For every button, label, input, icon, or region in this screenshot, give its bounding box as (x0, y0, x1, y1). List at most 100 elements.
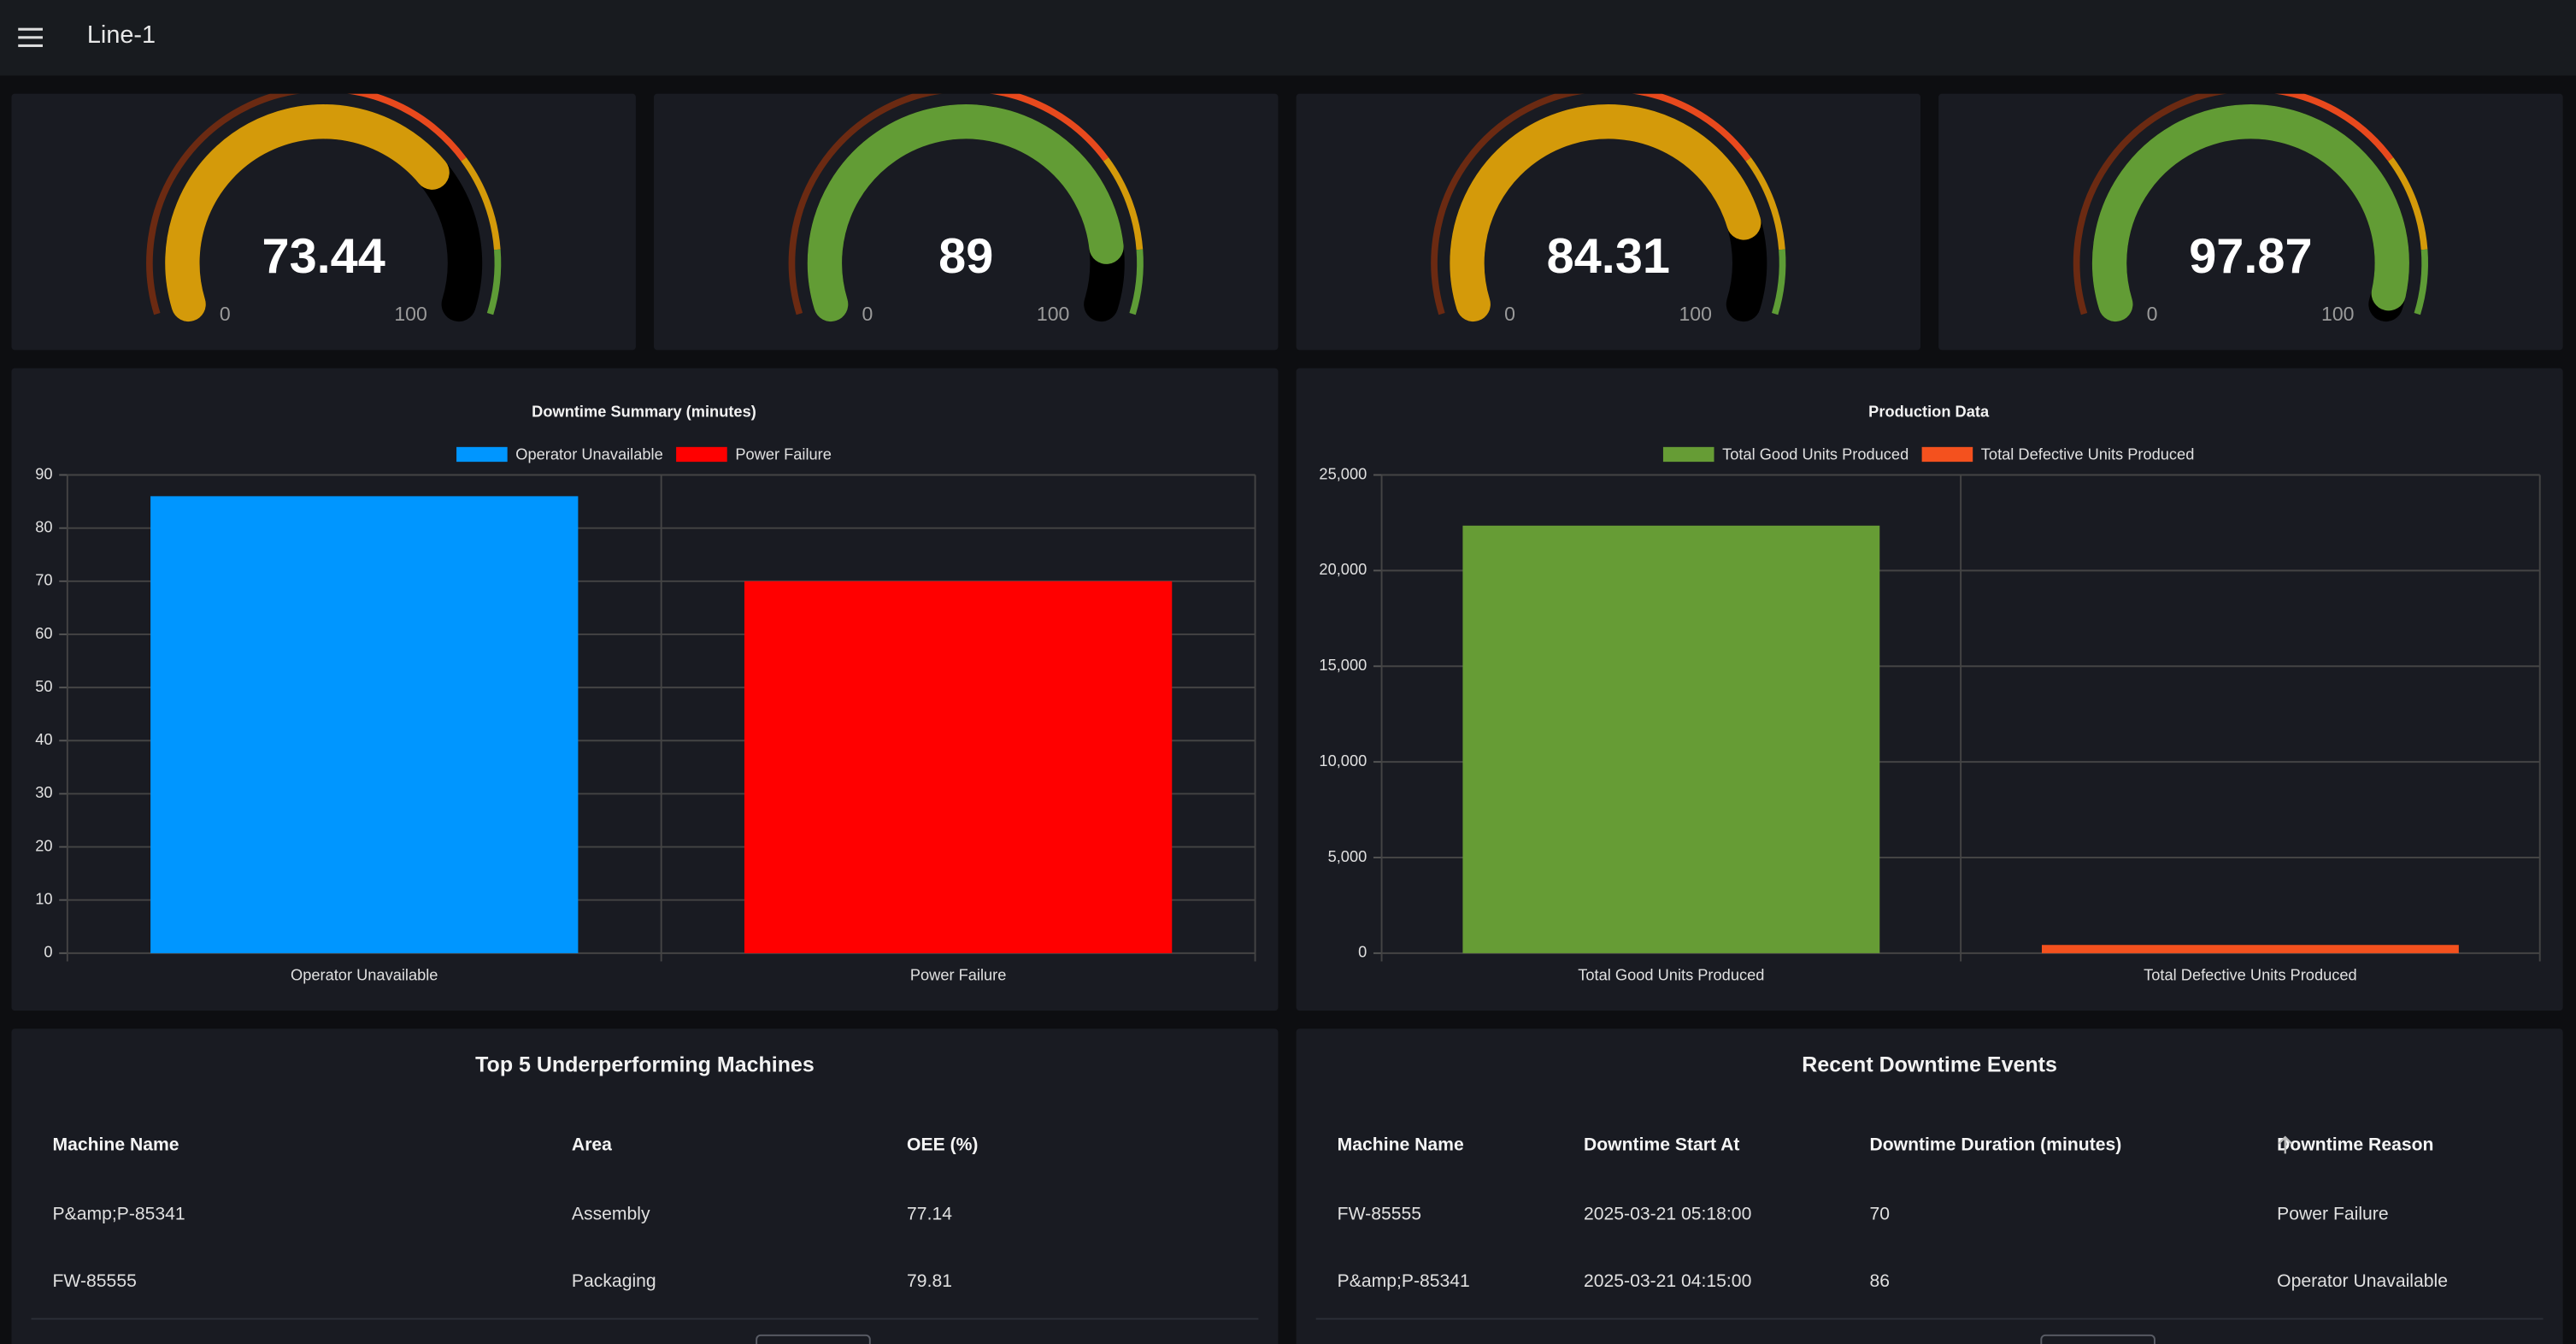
y-tick-label: 10 (35, 890, 52, 908)
table-cell: Packaging (571, 1271, 656, 1292)
threshold-band (788, 93, 944, 315)
bar (2041, 945, 2459, 953)
gauge-panel: Performance 89 0 100 (654, 93, 1279, 351)
y-tick-label: 90 (35, 464, 52, 482)
y-tick-label: 0 (1358, 943, 1367, 961)
table-cell: 77.14 (907, 1204, 952, 1225)
y-tick-label: 10,000 (1319, 752, 1367, 769)
chart-panel: Production Data Total Good Units Produced… (1296, 368, 2563, 1011)
threshold-band (461, 157, 501, 251)
menu-button[interactable] (18, 27, 44, 50)
column-header: OEE (%) (907, 1135, 979, 1156)
gauge-max-label: 100 (1679, 303, 1711, 325)
gauge-min-label: 0 (2147, 303, 2158, 325)
legend: Operator Unavailable Power Failure (456, 445, 832, 463)
table-cell: 70 (1869, 1204, 1890, 1225)
page-title: Line-1 (86, 21, 156, 50)
gauge-value-arc (165, 104, 450, 322)
gauge-min-label: 0 (220, 303, 231, 325)
y-tick-label: 60 (35, 624, 52, 642)
table-cell: Assembly (571, 1204, 650, 1225)
threshold-band (2388, 157, 2428, 251)
gauge-max-label: 100 (394, 303, 426, 325)
legend-swatch (1662, 446, 1714, 463)
y-tick-label: 40 (35, 730, 52, 748)
row-separator (1315, 1317, 2544, 1320)
threshold-band (486, 249, 502, 315)
legend-label: Power Failure (735, 445, 832, 463)
threshold-band (146, 93, 301, 315)
pagination-button[interactable] (756, 1334, 871, 1344)
column-header[interactable]: Downtime Reason (2277, 1135, 2434, 1156)
gauge-value: 89 (938, 229, 993, 284)
row-separator (31, 1317, 1259, 1320)
legend: Total Good Units Produced Total Defective… (1662, 445, 2195, 463)
chart-title: Production Data (1868, 402, 1990, 420)
table-title: Top 5 Underperforming Machines (475, 1052, 815, 1077)
y-tick-label: 20 (35, 836, 52, 854)
x-tick-label: Total Good Units Produced (1578, 966, 1764, 984)
gauge-value: 84.31 (1547, 229, 1670, 284)
threshold-band (1103, 157, 1144, 251)
column-header: Machine Name (52, 1135, 179, 1156)
column-header[interactable]: Downtime Start At (1583, 1135, 1740, 1156)
threshold-band (1129, 249, 1144, 315)
column-header[interactable]: Downtime Duration (minutes) (1869, 1135, 2122, 1156)
chart-panel: Downtime Summary (minutes) Operator Unava… (11, 368, 1279, 1011)
legend-label: Operator Unavailable (515, 445, 662, 463)
table-cell: P&amp;P-85341 (1337, 1271, 1470, 1292)
x-tick-label: Operator Unavailable (291, 966, 438, 984)
legend-swatch (1921, 446, 1973, 463)
gauge-min-label: 0 (1504, 303, 1515, 325)
legend-label: Total Good Units Produced (1722, 445, 1908, 463)
gauge-value: 73.44 (262, 229, 385, 284)
threshold-band (1771, 249, 1786, 315)
gauge-panel: OEE 73.44 0 100 (11, 93, 636, 351)
table-title: Recent Downtime Events (1802, 1052, 2057, 1077)
gauge-value-arc (807, 104, 1124, 322)
column-header[interactable]: Machine Name (1337, 1135, 1464, 1156)
sort-arrow (2278, 1135, 2293, 1154)
y-tick-label: 80 (35, 517, 52, 535)
chart-title: Downtime Summary (minutes) (532, 402, 756, 420)
threshold-band (989, 93, 1109, 162)
threshold-band (346, 93, 467, 162)
gauge-min-label: 0 (862, 303, 873, 325)
y-tick-label: 25,000 (1319, 464, 1367, 482)
legend-label: Total Defective Units Produced (1981, 445, 2195, 463)
y-tick-label: 70 (35, 571, 52, 589)
threshold-band (2073, 93, 2228, 315)
table-cell: 79.81 (907, 1271, 952, 1292)
gauge-value-arc (2091, 104, 2409, 322)
bar-chart: Downtime Summary (minutes) Operator Unava… (35, 402, 1256, 984)
bar (150, 496, 579, 953)
table-cell: 2025-03-21 05:18:00 (1583, 1204, 1752, 1225)
top-bar: Line-1 (0, 0, 2576, 76)
table-cell: P&amp;P-85341 (52, 1204, 185, 1225)
table-cell: 2025-03-21 04:15:00 (1583, 1271, 1752, 1292)
table-panel: Top 5 Underperforming Machines Machine Na… (11, 1029, 1279, 1344)
threshold-band (1431, 93, 1585, 315)
bar (744, 581, 1173, 953)
y-tick-label: 5,000 (1328, 847, 1367, 865)
pagination-button[interactable] (2040, 1334, 2155, 1344)
threshold-band (1631, 93, 1751, 162)
y-tick-label: 50 (35, 677, 52, 695)
legend-swatch (456, 446, 508, 463)
table-cell: 86 (1869, 1271, 1890, 1292)
table-cell: FW-85555 (1337, 1204, 1421, 1225)
y-tick-label: 15,000 (1319, 656, 1367, 674)
threshold-band (1745, 157, 1785, 251)
y-tick-label: 30 (35, 783, 52, 801)
table-cell: Power Failure (2277, 1204, 2389, 1225)
gauge-max-label: 100 (1037, 303, 1069, 325)
y-tick-label: 20,000 (1319, 560, 1367, 578)
threshold-band (2273, 93, 2394, 162)
gauge-value: 97.87 (2189, 229, 2312, 284)
x-tick-label: Total Defective Units Produced (2144, 966, 2357, 984)
sort-icon (2278, 1135, 2293, 1154)
